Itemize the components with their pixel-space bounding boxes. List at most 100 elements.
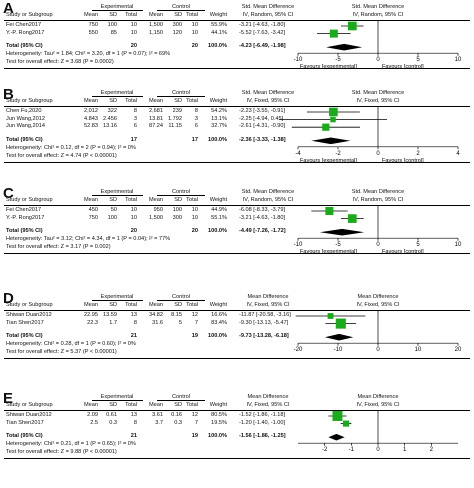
study-header: Study or Subgroup — [6, 197, 53, 203]
study-weight: 55.1% — [211, 214, 227, 221]
forest-panel-d: D Experimental Control Mean Difference Mean … — [0, 290, 474, 388]
study-weight: 55.9% — [211, 22, 227, 28]
ctrl-sd: 8.15 — [171, 312, 182, 318]
study-effect-square — [327, 313, 334, 319]
ctrl-total: 3 — [194, 115, 198, 122]
ctrl-mean-header: Mean — [149, 197, 163, 203]
control-group-rule — [157, 300, 205, 301]
exp-total: 13 — [130, 412, 137, 418]
exp-total: 8 — [133, 319, 137, 326]
ctrl-mean: 3.7 — [155, 419, 163, 426]
study-name: Y.-P. Rong2017 — [6, 214, 45, 221]
exp-sd: 13.59 — [103, 312, 117, 318]
study-weight: 19.5% — [211, 419, 227, 426]
ctrl-mean: 34.82 — [149, 312, 163, 318]
x-tick-label: -20 — [294, 347, 303, 353]
exp-sd: 322 — [107, 108, 117, 114]
plot-subheader: IV, Fixed, 95% CI — [356, 98, 400, 104]
exp-mean: 450 — [88, 207, 98, 213]
header-rule — [4, 205, 470, 206]
plot-title: Mean Difference — [357, 294, 399, 300]
exp-total: 8 — [133, 419, 137, 426]
exp-mean-header: Mean — [84, 12, 98, 18]
study-ci: -11.87 [-20.58, -3.16] — [239, 312, 291, 318]
study-weight: 44.1% — [211, 29, 227, 36]
ctrl-total-header: Total — [186, 402, 198, 408]
study-name: Chen Fu,2020 — [6, 108, 42, 114]
x-tick-label: 10 — [455, 242, 462, 248]
ctrl-sd: 300 — [172, 214, 182, 221]
overall-effect-test: Test for overall effect: Z = 3.17 (P = 0… — [6, 244, 111, 251]
exp-total-header: Total — [125, 98, 137, 104]
pooled-effect-diamond — [324, 333, 354, 341]
exp-mean: 2,012 — [84, 108, 98, 114]
exp-sd-header: SD — [109, 12, 117, 18]
effect-title: Std. Mean Difference — [241, 90, 295, 96]
total-weight: 100.0% — [208, 333, 227, 340]
forest-plot: -20 -10 0 10 20 — [294, 311, 462, 353]
experimental-group-rule — [92, 10, 143, 11]
total-label: Total (95% CI) — [6, 43, 43, 50]
study-name: Y.-P. Rong2017 — [6, 29, 45, 36]
forest-panel-b: B Experimental Control Std. Mean Difference… — [0, 86, 474, 184]
exp-mean: 750 — [88, 214, 98, 221]
header-rule — [4, 106, 470, 107]
x-tick-label: 0 — [376, 347, 380, 353]
overall-effect-test: Test for overall effect: Z = 9.88 (P < 0… — [6, 449, 117, 456]
ctrl-total-header: Total — [186, 302, 198, 308]
total-ctrl: 20 — [191, 228, 198, 235]
ctrl-total: 10 — [191, 207, 198, 213]
effect-subheader: IV, Random, 95% CI — [242, 12, 294, 18]
ctrl-mean: 13.81 — [149, 115, 163, 122]
favours-experimental-label: Favours [experimental] — [300, 64, 357, 70]
total-weight: 100.0% — [208, 43, 227, 50]
exp-mean-header: Mean — [84, 302, 98, 308]
effect-title: Std. Mean Difference — [241, 189, 295, 195]
study-weight: 32.7% — [211, 123, 227, 130]
ctrl-total: 12 — [191, 412, 198, 418]
ctrl-sd-header: SD — [174, 197, 182, 203]
x-tick-label: 5 — [416, 242, 420, 248]
study-ci: -9.30 [-13.13, -5.47] — [239, 319, 289, 326]
exp-sd-header: SD — [109, 98, 117, 104]
study-weight: 16.6% — [211, 312, 227, 318]
exp-mean: 4.843 — [84, 115, 98, 122]
effect-subheader: IV, Fixed, 95% CI — [246, 302, 290, 308]
study-ci: -1.52 [-1.86, -1.18] — [239, 412, 286, 418]
total-ci: -1.56 [-1.86, -1.25] — [239, 433, 286, 440]
exp-sd: 100 — [107, 214, 117, 221]
panel-letter: D — [3, 290, 14, 307]
panel-letter: B — [3, 86, 14, 103]
ctrl-total: 6 — [194, 123, 198, 130]
study-weight: 54.2% — [211, 108, 227, 114]
forest-plot: -10 -5 0 5 10 Favours [experimental] Favours [… — [294, 206, 462, 255]
weight-header: Weight — [209, 12, 227, 18]
total-ctrl: 19 — [191, 433, 198, 440]
x-tick-label: 2 — [430, 447, 434, 453]
total-ci: -9.73 [-13.28, -6.18] — [239, 333, 289, 340]
pooled-effect-diamond — [328, 433, 345, 441]
x-tick-label: 10 — [455, 57, 462, 63]
study-name: Tian Shen2017 — [6, 419, 44, 426]
study-effect-square — [332, 411, 343, 421]
total-ctrl: 20 — [191, 43, 198, 50]
exp-sd-header: SD — [109, 197, 117, 203]
x-tick-label: -5 — [335, 242, 341, 248]
exp-total: 6 — [133, 123, 137, 130]
study-header: Study or Subgroup — [6, 302, 53, 308]
weight-header: Weight — [209, 98, 227, 104]
control-header: Control — [171, 294, 191, 300]
x-tick-label: 20 — [455, 347, 462, 353]
x-tick-label: 0 — [376, 151, 380, 157]
ctrl-sd-header: SD — [174, 302, 182, 308]
ctrl-sd: 239 — [172, 108, 182, 114]
pooled-effect-diamond — [311, 137, 351, 145]
ctrl-mean: 1,500 — [149, 214, 163, 221]
forest-panel-e: E Experimental Control Mean Difference Mean … — [0, 390, 474, 488]
control-header: Control — [171, 189, 191, 195]
plot-title: Std. Mean Difference — [351, 90, 405, 96]
panel-letter: C — [3, 185, 14, 202]
experimental-header: Experimental — [100, 394, 134, 400]
heterogeneity-stat: Heterogeneity: Chi² = 0.21, df = 1 (P = … — [6, 441, 136, 448]
exp-mean-header: Mean — [84, 197, 98, 203]
